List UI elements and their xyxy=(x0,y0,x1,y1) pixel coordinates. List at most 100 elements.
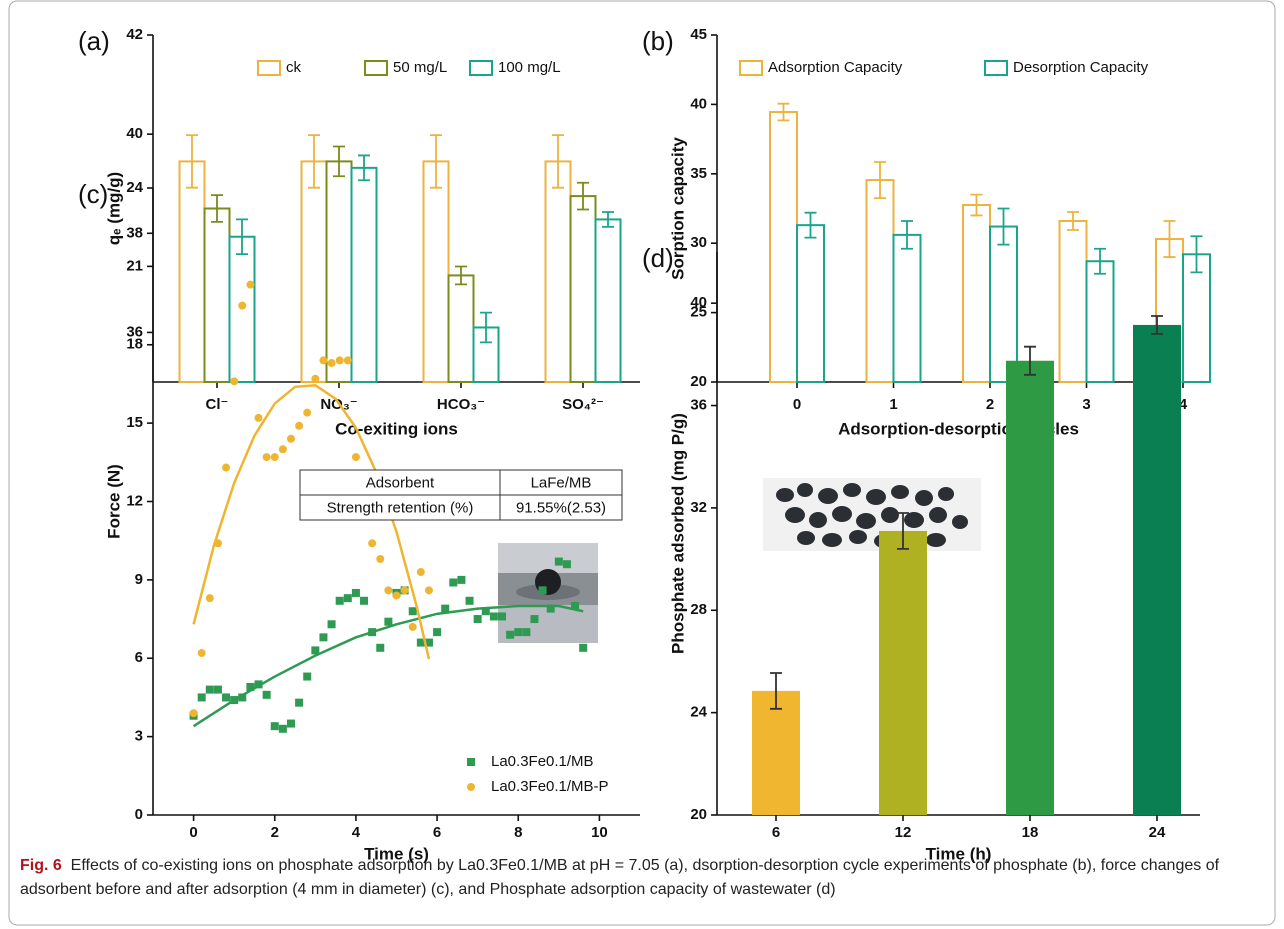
point xyxy=(376,643,385,652)
legend-label: 50 mg/L xyxy=(393,59,447,76)
error-bar xyxy=(897,512,909,550)
point xyxy=(506,630,515,639)
y-tick-label: 0 xyxy=(135,806,143,823)
point xyxy=(351,453,360,462)
point xyxy=(311,374,320,383)
point xyxy=(254,413,263,422)
bar xyxy=(422,160,450,383)
error-bar xyxy=(552,134,564,189)
x-tick-label: 1 xyxy=(889,396,897,413)
point xyxy=(222,463,231,472)
table-cell: 91.55%(2.53) xyxy=(516,499,606,516)
point xyxy=(311,646,320,655)
error-bar xyxy=(1163,220,1176,258)
bar xyxy=(962,204,991,383)
point xyxy=(408,607,417,616)
error-bar xyxy=(577,181,589,211)
y-tick-label: 38 xyxy=(126,224,143,241)
x-tick-label: 3 xyxy=(1082,396,1090,413)
x-tick-label: 24 xyxy=(1149,824,1166,841)
point xyxy=(546,604,555,613)
legend-label: La0.3Fe0.1/MB-P xyxy=(491,778,609,795)
point xyxy=(270,722,279,731)
point xyxy=(522,628,531,637)
error-bar xyxy=(602,211,614,228)
point xyxy=(554,557,563,566)
y-tick-label: 28 xyxy=(690,601,707,618)
y-tick-label: 3 xyxy=(135,728,143,745)
y-tick-label: 32 xyxy=(690,499,707,516)
y-tick-label: 40 xyxy=(690,95,707,112)
frame xyxy=(8,0,1276,926)
error-bar xyxy=(211,194,223,223)
point xyxy=(303,408,312,417)
point xyxy=(408,622,417,631)
y-tick-label: 35 xyxy=(690,165,707,182)
x-axis-title: Time (h) xyxy=(926,844,992,863)
y-axis-title: Force (N) xyxy=(104,464,123,539)
bar xyxy=(569,195,597,383)
point xyxy=(400,586,409,595)
bar xyxy=(769,111,798,383)
point xyxy=(433,628,442,637)
point xyxy=(571,602,580,610)
fit-line xyxy=(192,383,431,660)
point xyxy=(278,724,287,733)
point xyxy=(295,421,304,430)
error-bar xyxy=(455,265,467,286)
point xyxy=(343,594,352,603)
y-tick-label: 9 xyxy=(135,571,143,588)
y-tick-label: 24 xyxy=(690,704,707,721)
point xyxy=(392,591,401,600)
point xyxy=(416,568,425,577)
error-bar xyxy=(1024,345,1036,376)
caption-text: Effects of co-existing ions on phosphate… xyxy=(20,857,1220,898)
y-tick-label: 40 xyxy=(690,294,707,311)
legend-swatch xyxy=(469,60,493,76)
x-tick-label: 2 xyxy=(986,396,994,413)
x-tick-label: 6 xyxy=(772,824,780,841)
point xyxy=(254,680,263,689)
point xyxy=(189,709,198,718)
point xyxy=(351,588,360,597)
point xyxy=(319,356,328,365)
point xyxy=(262,453,271,462)
bar xyxy=(796,224,825,383)
x-tick-label: 6 xyxy=(433,824,441,841)
error-bar xyxy=(1094,247,1106,275)
x-tick-label: 4 xyxy=(1179,396,1188,413)
y-tick-label: 25 xyxy=(690,304,707,321)
x-tick-label: 8 xyxy=(514,824,522,841)
x-axis-title: Time (s) xyxy=(364,844,429,863)
point xyxy=(530,615,539,624)
caption-label: Fig. 6 xyxy=(20,857,62,874)
x-tick-label: 0 xyxy=(189,824,197,841)
bar xyxy=(1006,360,1054,815)
bar xyxy=(544,160,572,383)
bar xyxy=(594,218,622,383)
y-tick-label: 30 xyxy=(690,234,707,251)
error-bar xyxy=(997,207,1010,246)
error-bar xyxy=(1190,235,1203,274)
bar xyxy=(989,225,1018,383)
x-axis-title: Co-exiting ions xyxy=(335,419,458,438)
error-bar xyxy=(770,672,782,710)
point xyxy=(457,575,466,584)
bar xyxy=(1133,324,1181,815)
point xyxy=(335,356,344,365)
x-tick-label: SO₄²⁻ xyxy=(562,396,604,413)
y-axis-title: Phosphate adsorbed (mg P/g) xyxy=(668,413,687,654)
point xyxy=(489,612,498,621)
table-cell: Adsorbent xyxy=(366,474,435,491)
y-tick-label: 20 xyxy=(690,806,707,823)
point xyxy=(368,539,377,548)
point xyxy=(465,596,474,605)
point xyxy=(424,586,433,595)
legend-label: Adsorption Capacity xyxy=(768,59,903,76)
x-tick-label: Cl⁻ xyxy=(206,396,229,413)
panel-label: (b) xyxy=(642,26,674,56)
point xyxy=(303,672,312,681)
bar xyxy=(1182,253,1211,383)
error-bar xyxy=(874,161,886,199)
